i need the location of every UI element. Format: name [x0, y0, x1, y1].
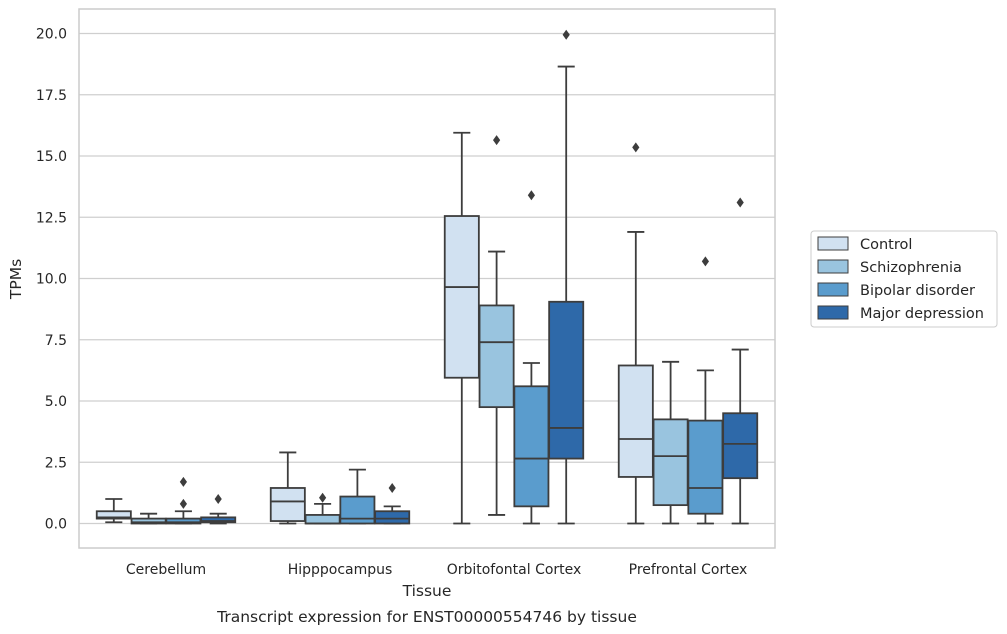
box-control: [443, 131, 480, 525]
box-bipolar-disorder: [513, 190, 550, 525]
boxes: [95, 29, 759, 525]
box-schizophrenia: [478, 135, 515, 516]
iqr-box: [548, 300, 585, 460]
outlier-point: [319, 492, 327, 503]
outlier-point: [179, 498, 187, 509]
outlier-point: [214, 494, 222, 504]
iqr-box: [513, 385, 550, 508]
box-bipolar-disorder: [687, 256, 724, 525]
y-tick-label: 17.5: [36, 88, 67, 104]
x-tick-label: Orbitofontal Cortex: [447, 562, 582, 578]
outlier-point: [632, 142, 640, 153]
box-schizophrenia: [130, 512, 167, 525]
box-schizophrenia: [652, 360, 689, 525]
box-major-depression: [374, 482, 411, 525]
outlier-point: [493, 135, 501, 146]
y-axis-title: TPMs: [7, 259, 25, 300]
box-control: [95, 498, 132, 524]
legend-swatch: [817, 305, 849, 320]
iqr-box: [269, 487, 306, 522]
box-bipolar-disorder: [339, 468, 376, 525]
iqr-box: [443, 215, 480, 379]
x-tick-label: Prefrontal Cortex: [629, 562, 748, 578]
tick-labels: 0.0 2.5 5.0 7.5 10.0 12.5 15.0 17.5 20.0 Cerebell…: [36, 27, 748, 579]
iqr-box: [304, 514, 341, 525]
box-control: [269, 451, 306, 525]
chart-caption: Transcript expression for ENST0000055474…: [216, 608, 637, 626]
legend-label: Bipolar disorder: [860, 283, 975, 299]
legend-swatch: [817, 259, 849, 274]
outlier-point: [527, 190, 535, 201]
y-tick-label: 15.0: [36, 149, 67, 165]
outlier-point: [701, 256, 709, 267]
outlier-point: [562, 29, 570, 40]
legend-swatch: [817, 282, 849, 297]
outlier-point: [179, 476, 187, 487]
y-tick-label: 0.0: [45, 517, 67, 533]
iqr-box: [95, 510, 132, 520]
box-major-depression: [722, 197, 759, 525]
axes: [78, 8, 776, 549]
x-tick-label: Cerebellum: [126, 562, 206, 578]
box-schizophrenia: [304, 492, 341, 525]
legend-label: Control: [860, 237, 912, 253]
box-bipolar-disorder: [165, 476, 202, 525]
y-tick-label: 5.0: [45, 394, 67, 410]
box-control: [617, 142, 654, 525]
y-tick-label: 20.0: [36, 27, 67, 43]
iqr-box: [722, 412, 759, 480]
iqr-box: [200, 516, 237, 524]
y-tick-label: 7.5: [45, 333, 67, 349]
y-tick-label: 12.5: [36, 210, 67, 226]
box-major-depression: [200, 494, 237, 525]
x-tick-label: Hipppocampus: [288, 562, 393, 578]
x-axis-title: Tissue: [402, 582, 452, 600]
outlier-point: [736, 197, 744, 208]
iqr-box: [374, 510, 411, 525]
y-tick-label: 10.0: [36, 272, 67, 288]
iqr-box: [478, 304, 515, 409]
legend-frame: [810, 230, 998, 328]
legend-label: Major depression: [860, 306, 984, 322]
gridlines: [79, 32, 775, 525]
y-tick-label: 2.5: [45, 455, 67, 471]
box-major-depression: [548, 29, 585, 525]
plot-frame: [78, 8, 776, 549]
iqr-box: [652, 418, 689, 507]
legend: Control Schizophrenia Bipolar disorder Majo…: [810, 230, 998, 328]
outlier-point: [388, 482, 396, 493]
iqr-box: [617, 364, 654, 478]
legend-label: Schizophrenia: [860, 260, 962, 276]
legend-swatch: [817, 236, 849, 251]
iqr-box: [687, 419, 724, 515]
